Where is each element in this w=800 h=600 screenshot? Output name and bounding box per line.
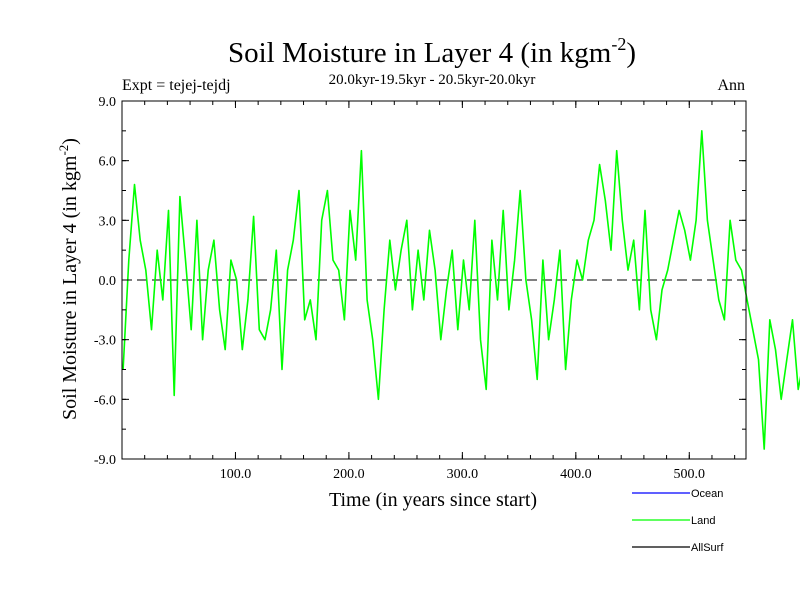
y-axis-label-sup: -2 bbox=[56, 145, 71, 156]
experiment-label: Expt = tejej-tejdj bbox=[122, 77, 231, 94]
x-tick-label: 100.0 bbox=[220, 467, 252, 482]
plot-area: -9.0 -6.0 -3.0 0.0 3.0 6.0 9.0 100.0 200.0 300.0 4… bbox=[94, 95, 800, 482]
y-tick-label: 0.0 bbox=[99, 274, 117, 289]
x-tick-label: 400.0 bbox=[560, 467, 592, 482]
y-tick-label: -9.0 bbox=[94, 453, 116, 468]
chart-title-main: Soil Moisture in Layer 4 (in kgm bbox=[228, 37, 612, 69]
y-tick-label: 9.0 bbox=[99, 95, 117, 110]
legend-label-land: Land bbox=[691, 515, 715, 527]
chart-title: Soil Moisture in Layer 4 (in kgm-2) bbox=[228, 34, 636, 69]
season-label: Ann bbox=[717, 77, 745, 94]
y-tick-label: -6.0 bbox=[94, 393, 116, 408]
x-tick-label: 300.0 bbox=[447, 467, 479, 482]
y-axis-label-close: ) bbox=[59, 138, 81, 145]
chart-subtitle: 20.0kyr-19.5kyr - 20.5kyr-20.0kyr bbox=[329, 72, 536, 88]
legend: Ocean Land AllSurf bbox=[632, 488, 724, 554]
y-axis-label-main: Soil Moisture in Layer 4 (in kgm bbox=[59, 155, 81, 420]
series-line-land bbox=[122, 130, 800, 450]
y-axis-label: Soil Moisture in Layer 4 (in kgm-2) bbox=[56, 138, 81, 420]
y-tick-label: 6.0 bbox=[99, 155, 117, 170]
y-tick-label: -3.0 bbox=[94, 334, 116, 349]
y-tick-label: 3.0 bbox=[99, 214, 117, 229]
chart-title-close: ) bbox=[626, 37, 636, 69]
x-axis-label: Time (in years since start) bbox=[329, 489, 537, 511]
x-tick-label: 500.0 bbox=[674, 467, 706, 482]
legend-label-ocean: Ocean bbox=[691, 488, 723, 500]
chart-title-sup: -2 bbox=[611, 34, 626, 54]
x-tick-label: 200.0 bbox=[333, 467, 365, 482]
legend-label-allsurf: AllSurf bbox=[691, 542, 724, 554]
